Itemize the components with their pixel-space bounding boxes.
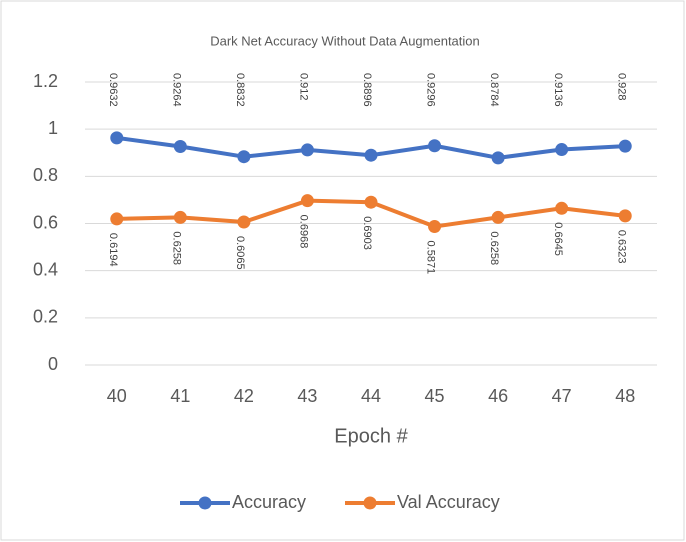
data-label: 0.9296 xyxy=(425,73,437,107)
data-label: 0.6258 xyxy=(488,231,500,265)
chart-title: Dark Net Accuracy Without Data Augmentat… xyxy=(210,33,480,48)
data-point xyxy=(300,143,314,157)
data-label: 0.8896 xyxy=(361,73,373,107)
legend-label: Val Accuracy xyxy=(397,492,500,512)
data-label: 0.9632 xyxy=(107,73,119,107)
data-label: 0.928 xyxy=(615,73,627,101)
legend-label: Accuracy xyxy=(232,492,306,512)
data-label: 0.6968 xyxy=(298,215,310,249)
y-tick-label: 0.8 xyxy=(33,165,58,185)
legend-marker xyxy=(363,496,377,510)
x-tick-label: 41 xyxy=(170,386,190,406)
data-point xyxy=(555,201,569,215)
data-label: 0.6323 xyxy=(615,230,627,264)
x-tick-label: 47 xyxy=(552,386,572,406)
x-axis-label: Epoch # xyxy=(334,425,408,447)
data-point xyxy=(237,215,251,229)
y-tick-label: 0.4 xyxy=(33,259,58,279)
data-label: 0.6903 xyxy=(361,216,373,250)
data-point xyxy=(173,140,187,154)
x-tick-label: 48 xyxy=(615,386,635,406)
data-point xyxy=(555,143,569,157)
data-label: 0.6065 xyxy=(234,236,246,270)
x-tick-label: 40 xyxy=(107,386,127,406)
y-tick-label: 0 xyxy=(48,354,58,374)
data-point xyxy=(618,139,632,153)
data-point xyxy=(364,148,378,162)
data-label: 0.8832 xyxy=(234,73,246,107)
x-tick-label: 44 xyxy=(361,386,381,406)
data-point xyxy=(173,210,187,224)
legend-marker xyxy=(198,496,212,510)
data-label: 0.6258 xyxy=(170,231,182,265)
y-tick-label: 1.2 xyxy=(33,71,58,91)
data-label: 0.912 xyxy=(298,73,310,101)
y-tick-label: 1 xyxy=(48,118,58,138)
data-point xyxy=(110,131,124,145)
data-label: 0.8784 xyxy=(488,73,500,107)
x-tick-label: 42 xyxy=(234,386,254,406)
data-point xyxy=(618,209,632,223)
data-point xyxy=(428,220,442,234)
data-label: 0.9264 xyxy=(170,73,182,107)
x-tick-label: 45 xyxy=(425,386,445,406)
data-point xyxy=(364,195,378,209)
data-label: 0.6194 xyxy=(107,233,119,267)
x-tick-label: 43 xyxy=(297,386,317,406)
data-label: 0.6645 xyxy=(552,222,564,256)
data-point xyxy=(110,212,124,226)
data-point xyxy=(491,210,505,224)
y-tick-label: 0.2 xyxy=(33,307,58,327)
x-tick-label: 46 xyxy=(488,386,508,406)
data-point xyxy=(428,139,442,153)
data-label: 0.5871 xyxy=(425,241,437,275)
data-label: 0.9136 xyxy=(552,73,564,107)
data-point xyxy=(237,150,251,164)
data-point xyxy=(491,151,505,165)
y-tick-label: 0.6 xyxy=(33,212,58,232)
data-point xyxy=(300,194,314,208)
